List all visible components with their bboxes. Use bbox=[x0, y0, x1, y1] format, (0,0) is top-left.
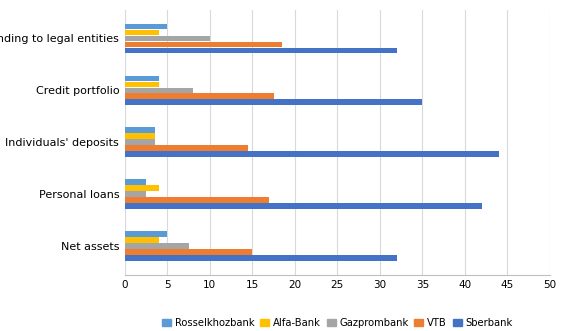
Bar bbox=[125, 197, 269, 203]
Bar bbox=[125, 145, 248, 151]
Bar bbox=[125, 191, 146, 197]
Bar bbox=[125, 75, 159, 81]
Bar bbox=[125, 203, 482, 209]
Bar bbox=[125, 99, 422, 105]
Bar bbox=[125, 36, 210, 41]
Bar bbox=[125, 255, 397, 261]
Bar bbox=[125, 139, 154, 145]
Bar bbox=[125, 93, 273, 99]
Bar bbox=[125, 237, 159, 243]
Bar bbox=[125, 249, 252, 255]
Bar bbox=[125, 24, 167, 29]
Legend: Rosselkhozbank, Alfa-Bank, Gazprombank, VTB, Sberbank: Rosselkhozbank, Alfa-Bank, Gazprombank, … bbox=[158, 314, 517, 331]
Bar bbox=[125, 231, 167, 237]
Bar bbox=[125, 42, 282, 47]
Bar bbox=[125, 179, 146, 185]
Bar bbox=[125, 87, 193, 93]
Bar bbox=[125, 133, 154, 139]
Bar bbox=[125, 29, 159, 35]
Bar bbox=[125, 81, 159, 87]
Bar bbox=[125, 243, 188, 249]
Bar bbox=[125, 48, 397, 53]
Bar bbox=[125, 151, 499, 157]
Bar bbox=[125, 127, 154, 133]
Bar bbox=[125, 185, 159, 191]
